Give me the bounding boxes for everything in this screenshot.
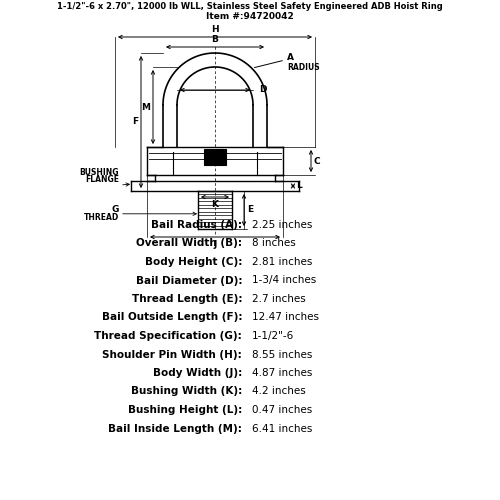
Text: Item #:94720042: Item #:94720042 xyxy=(206,12,294,21)
Text: 0.47 inches: 0.47 inches xyxy=(252,405,312,415)
Text: FLANGE: FLANGE xyxy=(85,175,119,184)
Text: B: B xyxy=(212,35,218,44)
Text: A: A xyxy=(287,54,294,62)
Text: 1-3/4 inches: 1-3/4 inches xyxy=(252,276,316,285)
Bar xyxy=(204,149,226,165)
Text: 4.2 inches: 4.2 inches xyxy=(252,386,306,396)
Text: 8 inches: 8 inches xyxy=(252,238,296,248)
Text: Bail Radius (A):: Bail Radius (A): xyxy=(151,220,242,230)
Text: 8.55 inches: 8.55 inches xyxy=(252,350,312,360)
Text: M: M xyxy=(141,102,150,112)
Text: G: G xyxy=(112,206,119,214)
Text: 2.81 inches: 2.81 inches xyxy=(252,257,312,267)
Text: J: J xyxy=(214,240,216,249)
Text: F: F xyxy=(132,118,138,126)
Text: Bushing Height (L):: Bushing Height (L): xyxy=(128,405,242,415)
Text: 12.47 inches: 12.47 inches xyxy=(252,312,319,322)
Text: Bail Diameter (D):: Bail Diameter (D): xyxy=(136,276,242,285)
Text: 2.7 inches: 2.7 inches xyxy=(252,294,306,304)
Text: K: K xyxy=(212,200,218,209)
Text: 4.87 inches: 4.87 inches xyxy=(252,368,312,378)
Text: Body Width (J):: Body Width (J): xyxy=(153,368,242,378)
Text: Body Height (C):: Body Height (C): xyxy=(144,257,242,267)
Text: L: L xyxy=(296,182,302,190)
Text: THREAD: THREAD xyxy=(84,214,119,222)
Text: D: D xyxy=(259,86,266,94)
Text: Shoulder Pin Width (H):: Shoulder Pin Width (H): xyxy=(102,350,242,360)
Text: C: C xyxy=(314,156,320,166)
Text: Bail Outside Length (F):: Bail Outside Length (F): xyxy=(102,312,242,322)
Text: E: E xyxy=(247,206,253,214)
Text: BUSHING: BUSHING xyxy=(80,168,119,177)
Text: H: H xyxy=(211,25,219,34)
Text: 1-1/2"-6: 1-1/2"-6 xyxy=(252,331,294,341)
Text: 2.25 inches: 2.25 inches xyxy=(252,220,312,230)
Text: Thread Length (E):: Thread Length (E): xyxy=(132,294,242,304)
Text: Overall Width (B):: Overall Width (B): xyxy=(136,238,242,248)
Text: Thread Specification (G):: Thread Specification (G): xyxy=(94,331,242,341)
Text: 1-1/2"-6 x 2.70", 12000 lb WLL, Stainless Steel Safety Engineered ADB Hoist Ring: 1-1/2"-6 x 2.70", 12000 lb WLL, Stainles… xyxy=(57,2,443,11)
Text: 6.41 inches: 6.41 inches xyxy=(252,424,312,434)
Text: Bail Inside Length (M):: Bail Inside Length (M): xyxy=(108,424,242,434)
Text: RADIUS: RADIUS xyxy=(287,62,320,72)
Text: Bushing Width (K):: Bushing Width (K): xyxy=(131,386,242,396)
